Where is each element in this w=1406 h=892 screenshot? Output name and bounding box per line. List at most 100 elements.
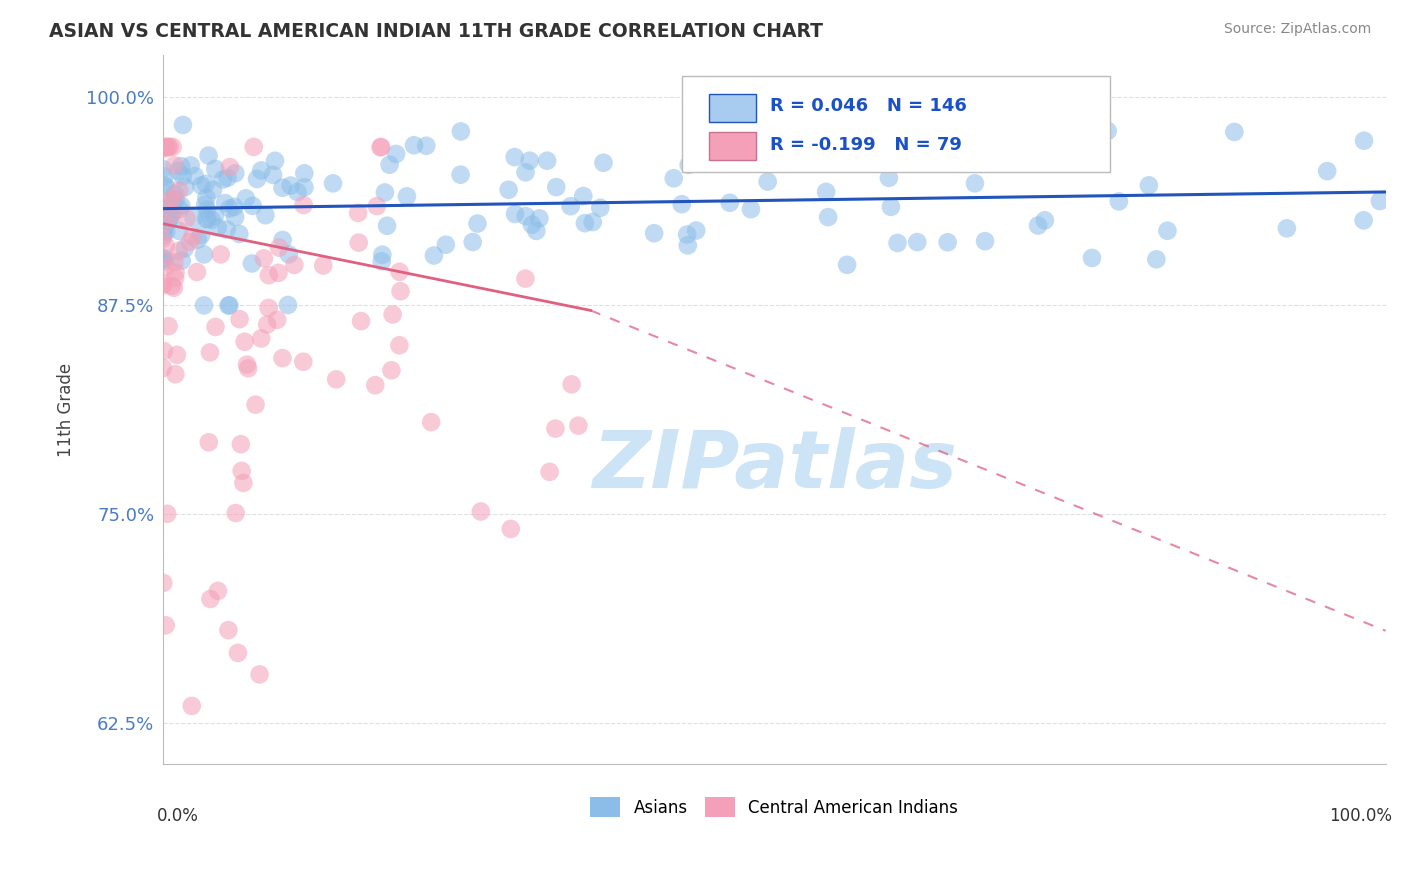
Point [249,667,271,681]
Point [1353,134,1375,148]
Text: Source: ZipAtlas.com: Source: ZipAtlas.com [1223,22,1371,37]
Point [195,211,218,226]
FancyBboxPatch shape [682,77,1111,172]
Point [388,265,411,279]
Point [312,259,335,273]
Point [524,224,547,238]
Point [217,623,239,637]
Point [242,140,264,154]
Point [162,191,184,205]
Point [198,345,221,359]
Point [162,140,184,154]
Point [256,318,278,332]
Point [395,189,418,203]
Point [877,170,900,185]
Point [370,140,392,154]
Point [374,186,396,200]
Point [170,159,193,173]
Point [179,235,201,249]
Point [503,207,526,221]
Point [152,228,174,243]
Point [186,265,208,279]
Point [204,161,226,176]
Point [262,168,284,182]
Point [1144,252,1167,267]
Point [1368,194,1391,208]
Point [815,185,838,199]
Point [515,209,537,223]
Point [389,285,412,299]
Point [434,237,457,252]
Point [560,199,582,213]
Point [160,207,183,221]
Point [277,298,299,312]
Point [546,180,568,194]
Point [152,344,174,359]
Point [676,238,699,252]
Point [266,313,288,327]
Point [662,171,685,186]
Point [157,319,180,334]
Point [235,191,257,205]
Point [207,583,229,598]
Point [152,140,174,154]
Y-axis label: 11th Grade: 11th Grade [58,363,75,457]
Point [380,363,402,377]
Point [157,214,180,228]
Point [325,372,347,386]
Point [153,216,176,230]
Point [152,251,174,265]
Point [152,254,174,268]
Point [450,124,472,138]
Point [226,646,249,660]
Point [1137,178,1160,193]
Point [515,271,537,285]
Point [415,138,437,153]
Point [240,256,263,270]
Point [215,222,238,236]
Bar [709,94,756,122]
Point [153,140,176,154]
Point [219,160,242,174]
Point [155,239,177,253]
Point [257,301,280,315]
Point [936,235,959,250]
Point [817,210,839,224]
Point [1026,219,1049,233]
Point [200,592,222,607]
Point [347,206,370,220]
Point [173,241,195,255]
Point [283,258,305,272]
Point [167,244,190,258]
Point [152,361,174,376]
Point [152,277,174,291]
Point [194,177,217,191]
Point [963,177,986,191]
Point [905,235,928,249]
Point [155,140,177,154]
Point [155,141,177,155]
Point [242,199,264,213]
Point [350,314,373,328]
Point [1316,164,1339,178]
Point [1275,221,1298,235]
Point [163,158,186,172]
Point [643,226,665,240]
Point [167,224,190,238]
Point [231,464,253,478]
Point [207,220,229,235]
Point [152,161,174,176]
Point [292,198,315,212]
Point [529,211,551,226]
Point [1081,251,1104,265]
Point [277,247,299,261]
Point [172,118,194,132]
Point [167,183,190,197]
Text: 100.0%: 100.0% [1329,807,1392,825]
Point [1108,194,1130,209]
Point [253,252,276,266]
Point [685,223,707,237]
Point [174,180,197,194]
Point [217,170,239,185]
Point [229,437,252,451]
